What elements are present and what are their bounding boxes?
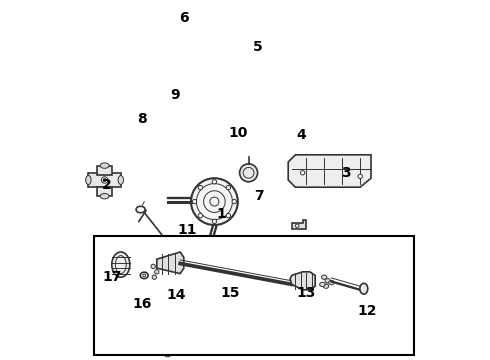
Ellipse shape (155, 307, 180, 330)
Ellipse shape (100, 194, 109, 199)
Ellipse shape (86, 176, 91, 185)
Bar (98, 166, 112, 175)
Ellipse shape (329, 280, 334, 285)
Ellipse shape (242, 256, 250, 265)
Polygon shape (198, 243, 245, 265)
Ellipse shape (323, 284, 329, 288)
Ellipse shape (155, 270, 159, 274)
Ellipse shape (101, 177, 108, 183)
Bar (94, 236, 414, 355)
Ellipse shape (319, 282, 325, 287)
Ellipse shape (191, 288, 202, 296)
Ellipse shape (164, 352, 171, 357)
Ellipse shape (232, 199, 236, 204)
Polygon shape (290, 272, 315, 290)
Ellipse shape (171, 255, 175, 258)
Polygon shape (288, 155, 371, 187)
Ellipse shape (191, 178, 238, 225)
Text: 1: 1 (217, 207, 226, 221)
Ellipse shape (325, 279, 330, 283)
Ellipse shape (198, 213, 202, 218)
Text: 9: 9 (170, 89, 180, 102)
Text: 3: 3 (341, 166, 351, 180)
Bar (88, 173, 121, 187)
Ellipse shape (118, 176, 123, 185)
Text: 8: 8 (138, 112, 147, 126)
Text: 16: 16 (133, 297, 152, 311)
Ellipse shape (152, 275, 156, 279)
Text: 6: 6 (179, 11, 189, 25)
Text: 14: 14 (167, 288, 186, 302)
Text: 10: 10 (228, 126, 247, 140)
Text: 17: 17 (102, 270, 122, 284)
Ellipse shape (244, 271, 257, 285)
Text: 7: 7 (255, 189, 264, 203)
Text: 2: 2 (101, 179, 111, 192)
Ellipse shape (226, 213, 231, 218)
Text: 4: 4 (296, 128, 306, 142)
Ellipse shape (193, 199, 197, 204)
Ellipse shape (212, 219, 217, 224)
Ellipse shape (100, 163, 109, 168)
Ellipse shape (300, 171, 305, 175)
Ellipse shape (112, 252, 130, 277)
Polygon shape (157, 252, 184, 274)
Ellipse shape (198, 185, 202, 190)
Ellipse shape (231, 271, 245, 284)
Text: 11: 11 (178, 224, 197, 237)
Polygon shape (292, 220, 306, 229)
Ellipse shape (169, 246, 177, 251)
Ellipse shape (226, 185, 231, 190)
Ellipse shape (212, 180, 217, 184)
Text: 5: 5 (253, 40, 263, 54)
Bar (98, 187, 112, 196)
Ellipse shape (360, 283, 368, 294)
Text: 15: 15 (221, 287, 241, 300)
Ellipse shape (103, 179, 106, 181)
Text: 12: 12 (358, 305, 377, 318)
Text: 13: 13 (296, 287, 316, 300)
Ellipse shape (240, 164, 258, 182)
Ellipse shape (151, 264, 155, 269)
Ellipse shape (358, 174, 363, 179)
Ellipse shape (321, 275, 327, 279)
Ellipse shape (295, 224, 299, 228)
